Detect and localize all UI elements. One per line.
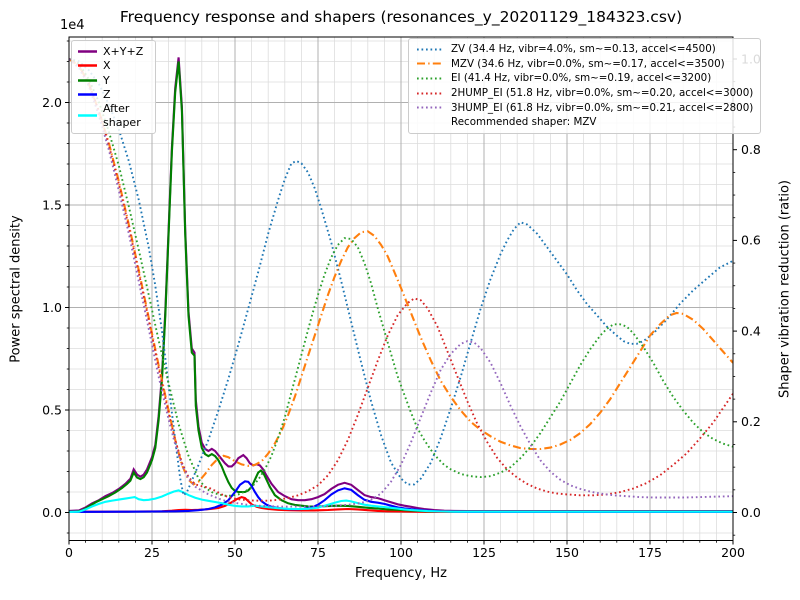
- legend-line-sample: [78, 93, 97, 97]
- svg-text:1.0: 1.0: [42, 300, 62, 315]
- legend-label: 2HUMP_EI (51.8 Hz, vibr=0.0%, sm~=0.20, …: [451, 87, 754, 100]
- legend-line-sample: [417, 48, 444, 51]
- legend-entry-z: Z: [77, 88, 149, 103]
- svg-text:200: 200: [721, 545, 745, 560]
- legend-label: After shaper: [103, 102, 141, 129]
- legend-entry-recommended-shaper: Recommended shaper: MZV: [416, 115, 753, 130]
- x-axis-label: Frequency, Hz: [354, 566, 448, 581]
- svg-text:0: 0: [65, 545, 73, 560]
- svg-text:1.5: 1.5: [42, 197, 62, 212]
- legend-line-sample: [78, 64, 97, 68]
- legend-line-sample: [417, 62, 444, 65]
- svg-text:0.8: 0.8: [741, 142, 761, 157]
- legend-entry-y: Y: [77, 73, 149, 88]
- legend-line-sample: [417, 92, 444, 95]
- legend-label: MZV (34.6 Hz, vibr=0.0%, sm~=0.17, accel…: [451, 57, 725, 70]
- svg-text:175: 175: [638, 545, 662, 560]
- series-x-y-z: [69, 57, 733, 513]
- svg-text:0.5: 0.5: [42, 402, 62, 417]
- legend-label: EI (41.4 Hz, vibr=0.0%, sm~=0.19, accel<…: [451, 72, 712, 85]
- legend-entry-2hump-ei: 2HUMP_EI (51.8 Hz, vibr=0.0%, sm~=0.20, …: [416, 86, 753, 101]
- legend-line-sample: [78, 114, 97, 118]
- y-axis-left-label: Power spectral density: [8, 215, 24, 363]
- legend-entry-zv: ZV (34.4 Hz, vibr=4.0%, sm~=0.13, accel<…: [416, 42, 753, 57]
- legend-line-sample: [417, 106, 444, 109]
- legend-entry-mzv: MZV (34.6 Hz, vibr=0.0%, sm~=0.17, accel…: [416, 57, 753, 72]
- y-axis-right-label: Shaper vibration reduction (ratio): [777, 180, 793, 398]
- legend-entry-x: X: [77, 59, 149, 74]
- svg-text:25: 25: [144, 545, 160, 560]
- legend-line-sample: [417, 77, 444, 80]
- series-zv: [69, 58, 733, 498]
- legend-entry-x-y-z: X+Y+Z: [77, 44, 149, 59]
- svg-text:0.4: 0.4: [741, 323, 761, 338]
- legend-entry-3hump-ei: 3HUMP_EI (61.8 Hz, vibr=0.0%, sm~=0.21, …: [416, 100, 753, 115]
- svg-text:0.0: 0.0: [42, 505, 62, 520]
- svg-text:0.6: 0.6: [741, 233, 761, 248]
- legend-label: ZV (34.4 Hz, vibr=4.0%, sm~=0.13, accel<…: [451, 43, 716, 56]
- legend-label: X+Y+Z: [103, 44, 144, 58]
- legend-label: Z: [103, 88, 111, 102]
- svg-text:125: 125: [472, 545, 496, 560]
- y-axis-offset-text: 1e4: [60, 18, 85, 33]
- legend-label: X: [103, 59, 111, 73]
- legend-entry-after-shaper: After shaper: [77, 102, 149, 130]
- legend-label: Y: [103, 73, 110, 87]
- series-ei: [69, 58, 733, 497]
- legend-entry-ei: EI (41.4 Hz, vibr=0.0%, sm~=0.19, accel<…: [416, 71, 753, 86]
- chart-title: Frequency response and shapers (resonanc…: [119, 8, 683, 26]
- legend-line-sample: [78, 78, 97, 82]
- series-mzv: [69, 58, 733, 486]
- legend-label: 3HUMP_EI (61.8 Hz, vibr=0.0%, sm~=0.21, …: [451, 101, 754, 114]
- series-y: [69, 61, 733, 513]
- recommended-shaper-label: Recommended shaper: MZV: [451, 116, 597, 129]
- svg-text:75: 75: [310, 545, 326, 560]
- svg-text:0.0: 0.0: [741, 505, 761, 520]
- legend-shapers: ZV (34.4 Hz, vibr=4.0%, sm~=0.13, accel<…: [408, 38, 762, 134]
- svg-text:150: 150: [555, 545, 579, 560]
- plot-curves: [69, 57, 733, 513]
- svg-text:2.0: 2.0: [42, 95, 62, 110]
- svg-text:50: 50: [227, 545, 243, 560]
- legend-line-sample: [78, 49, 97, 53]
- legend-psd: X+Y+Z X Y Z After shaper: [71, 40, 156, 134]
- series-after-shaper: [69, 489, 733, 513]
- svg-text:100: 100: [389, 545, 413, 560]
- svg-text:0.2: 0.2: [741, 414, 761, 429]
- series-2hump-ei: [69, 58, 733, 502]
